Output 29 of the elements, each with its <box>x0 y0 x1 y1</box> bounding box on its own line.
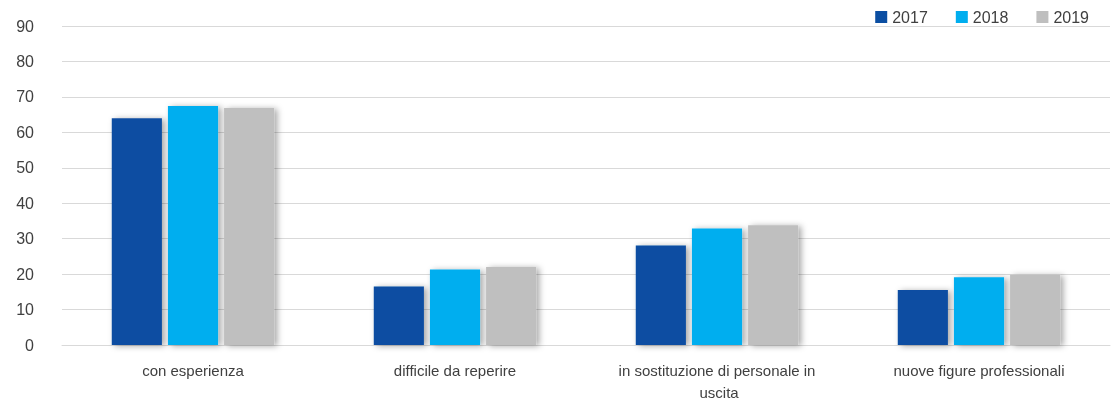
legend-label: 2017 <box>892 8 928 26</box>
y-tick-label: 30 <box>16 230 35 248</box>
bar <box>635 245 686 345</box>
y-tick-label: 20 <box>16 265 35 283</box>
y-tick-label: 50 <box>16 159 35 177</box>
bar <box>167 106 219 345</box>
bar <box>429 269 481 345</box>
y-tick-label: 40 <box>16 194 35 212</box>
y-tick-label: 0 <box>25 336 35 354</box>
legend-label: 2019 <box>1053 8 1090 26</box>
bar <box>748 225 799 345</box>
bar <box>897 290 948 345</box>
bar <box>1010 274 1061 345</box>
bar <box>691 228 743 345</box>
bar <box>373 286 424 345</box>
x-tick-label: difficile da reperire <box>393 361 517 379</box>
x-tick-label: nuove figure professionali <box>893 361 1065 379</box>
y-tick-label: 90 <box>16 17 35 35</box>
x-tick-label: in sostituzione di personale in uscita <box>618 361 816 401</box>
y-tick-label: 60 <box>16 123 35 141</box>
y-tick-label: 10 <box>16 301 35 319</box>
x-tick-label: con esperienza <box>142 361 245 379</box>
y-tick-label: 70 <box>16 88 35 106</box>
legend-label: 2018 <box>972 8 1009 26</box>
y-tick-label: 80 <box>16 52 35 70</box>
bar <box>953 277 1005 345</box>
bar <box>486 267 537 345</box>
bar <box>111 118 162 345</box>
bar <box>224 107 275 345</box>
